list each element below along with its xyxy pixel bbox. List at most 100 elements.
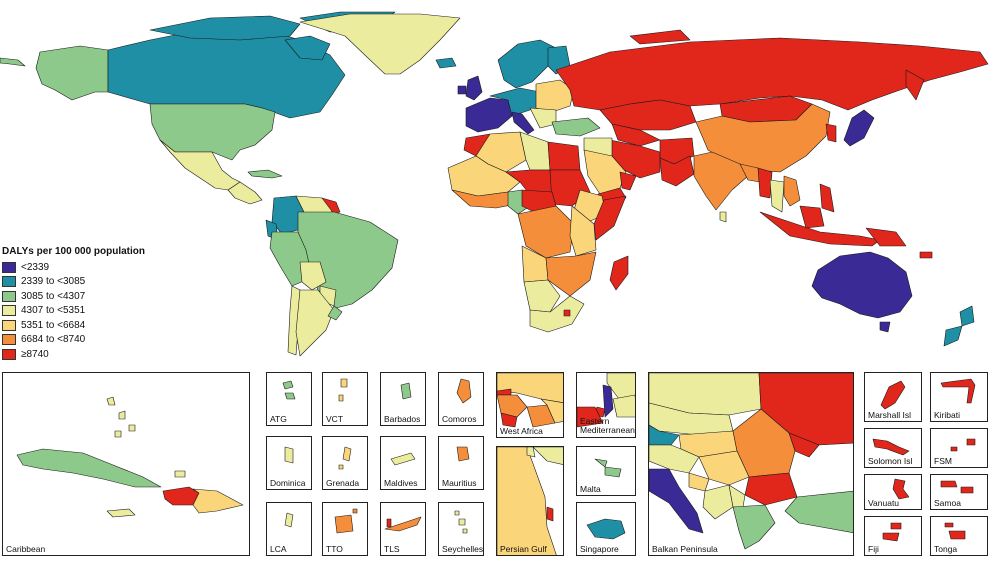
legend-item: <2339 [2,260,182,275]
region-congo [517,205,575,259]
region-cuba [16,448,162,488]
region-tls-enclave [386,518,392,528]
inset-label: Barbados [384,413,421,424]
region-samoa [940,480,974,494]
inset-malta: Malta [576,446,636,496]
inset-label: ATG [270,413,287,424]
inset-map [282,380,296,400]
region-bosnia [688,472,710,492]
region-bahamas [106,396,136,438]
region-south-africa [529,295,585,333]
region-tto [334,508,358,534]
region-hispaniola-dr [192,488,244,514]
legend-title: DALYs per 100 000 population [2,246,146,257]
legend-swatch [2,334,16,346]
region-kuwait [526,447,536,458]
inset-label: Comoros [442,413,477,424]
region-madagascar [609,255,629,291]
legend-label: 6684 to <8740 [21,334,86,346]
region-atg [282,380,296,400]
legend: DALYs per 100 000 population <2339 2339 … [2,246,182,362]
inset-map [586,518,626,540]
region-tls [384,516,422,532]
legend-label: ≥8740 [21,348,49,360]
region-bulgaria [744,472,798,506]
inset-map [284,446,294,464]
inset-tto: TTO [322,502,368,556]
inset-label: Grenada [326,477,360,488]
inset-vanuatu: Vanuatu [864,474,922,510]
inset-dominica: Dominica [266,436,312,490]
inset-label: Tonga [934,543,958,554]
inset-label: Samoa [934,497,961,508]
region-philippines [819,183,835,213]
region-east-africa [569,205,597,257]
region-alaska [35,45,109,101]
region-france-spain [465,97,513,133]
inset-label: Maldives [384,477,418,488]
inset-label: Fiji [868,543,879,554]
inset-map [497,373,563,428]
region-new-zealand-s [943,325,963,347]
inset-map [390,452,416,466]
region-pacific-islands [919,251,933,259]
inset-barbados: Barbados [380,372,426,426]
inset-fsm: FSM [930,428,988,468]
inset-map [338,378,348,402]
inset-tls: TLS [380,502,426,556]
inset-label: Dominica [270,477,306,488]
region-new-zealand-n [959,305,975,327]
inset-map [454,510,468,534]
inset-samoa: Samoa [930,474,988,510]
region-egypt [547,141,581,171]
region-jordan [612,394,635,418]
region-argentina [295,289,335,357]
inset-map [594,458,622,478]
inset-seychelles: Seychelles [438,502,484,556]
region-maldives [390,452,416,466]
region-somalia [593,195,627,241]
region-slovenia-croatia [649,444,700,474]
inset-maldives: Maldives [380,436,426,490]
region-uzbek-turkmen [611,123,661,147]
inset-caribbean: Caribbean [2,372,250,556]
region-vanuatu [892,478,910,500]
region-vct [338,378,348,402]
region-borneo [799,205,825,229]
region-japan [843,109,875,147]
inset-label: Seychelles [442,543,484,554]
inset-kiribati: Kiribati [930,372,988,422]
region-mauritius [456,446,470,462]
inset-map [944,522,966,540]
inset-map [334,508,358,534]
region-barbados [400,382,412,400]
region-montenegro-albania [702,484,734,520]
region-scandinavia [497,39,557,89]
region-grenada [338,446,352,470]
inset-map [456,446,470,462]
region-korea [825,123,837,143]
inset-label: FSM [934,455,952,466]
legend-swatch [2,305,16,317]
region-iceland [435,57,457,69]
legend-swatch [2,261,16,273]
region-cuba [247,169,283,179]
region-ireland [457,85,467,95]
region-lca [284,512,294,528]
region-baffin [284,35,331,61]
region-comoros [456,378,472,404]
inset-label: TTO [326,543,343,554]
inset-atg: ATG [266,372,312,426]
inset-label: VCT [326,413,343,424]
region-aleutians [0,57,26,67]
inset-map [338,446,352,470]
region-qatar [546,506,554,522]
legend-label: 4307 to <5351 [21,305,86,317]
inset-label: Malta [580,483,601,494]
inset-label: LCA [270,543,287,554]
region-austria [649,424,680,446]
region-png [865,227,907,247]
inset-comoros: Comoros [438,372,484,426]
inset-lca: LCA [266,502,312,556]
region-israel [602,384,614,418]
